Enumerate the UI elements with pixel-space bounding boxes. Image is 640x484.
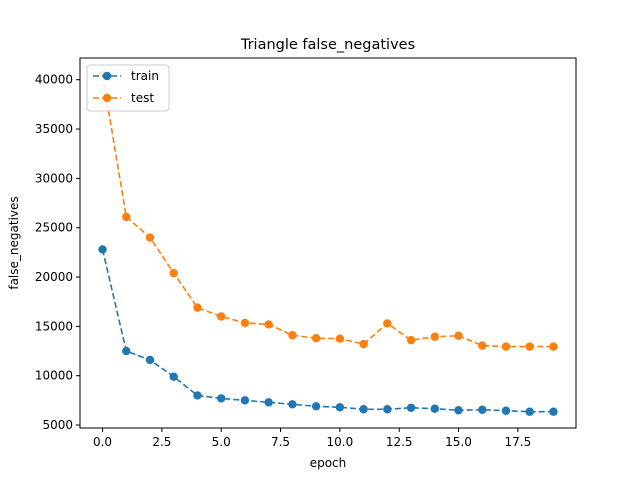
y-axis-label: false_negatives <box>7 196 21 289</box>
data-point-train <box>359 405 368 414</box>
legend-marker-train <box>102 71 112 81</box>
data-point-test <box>549 342 558 351</box>
x-tick-label: 12.5 <box>386 435 413 449</box>
x-tick-label: 2.5 <box>152 435 171 449</box>
y-tick-label: 15000 <box>35 319 73 333</box>
y-tick-label: 5000 <box>42 418 73 432</box>
plot-frame <box>79 57 577 429</box>
data-point-test <box>478 341 487 350</box>
data-point-train <box>264 398 273 407</box>
chart-title: Triangle false_negatives <box>240 37 415 53</box>
plot-area <box>79 57 577 429</box>
y-tick-label: 30000 <box>35 171 73 185</box>
data-point-train <box>406 403 416 412</box>
data-point-test <box>145 233 155 242</box>
data-point-test <box>288 331 297 340</box>
data-point-train <box>430 404 439 413</box>
data-point-train <box>383 405 392 414</box>
data-point-train <box>454 406 463 415</box>
data-point-train <box>478 405 487 414</box>
data-point-test <box>406 335 416 345</box>
data-point-test <box>122 212 131 222</box>
data-point-test <box>335 334 345 343</box>
legend: train test <box>86 64 170 112</box>
x-tick-label: 17.5 <box>504 435 531 449</box>
data-point-test <box>264 320 273 329</box>
data-point-test <box>240 318 250 328</box>
data-point-train <box>98 245 107 254</box>
data-point-train <box>240 396 250 405</box>
y-tick-label: 40000 <box>35 73 73 87</box>
data-point-train <box>288 400 297 409</box>
data-point-test <box>525 342 534 351</box>
data-point-test <box>169 268 178 278</box>
legend-label-test: test <box>131 91 154 105</box>
data-point-test <box>217 312 226 321</box>
y-tick-label: 20000 <box>35 270 73 284</box>
data-point-test <box>430 332 439 341</box>
x-tick-label: 0.0 <box>93 435 112 449</box>
data-point-train <box>525 407 534 416</box>
x-tick-label: 5.0 <box>212 435 231 449</box>
data-point-test <box>193 303 202 312</box>
series-line-test <box>101 74 554 348</box>
data-point-train <box>311 402 321 411</box>
data-point-test <box>359 339 368 349</box>
data-point-test <box>501 342 511 351</box>
data-point-test <box>383 319 392 328</box>
x-tick-label: 7.5 <box>271 435 290 449</box>
data-point-train <box>193 391 202 400</box>
data-point-test <box>454 331 463 340</box>
y-tick-label: 35000 <box>35 122 73 136</box>
data-point-train <box>145 355 155 365</box>
x-tick-label: 15.0 <box>445 435 472 449</box>
data-point-train <box>501 406 511 415</box>
y-axis-ticks: 5000 10000 15000 20000 25000 30000 35000 40000 <box>35 73 80 432</box>
data-point-train <box>335 403 345 412</box>
data-point-train <box>549 407 558 416</box>
legend-label-train: train <box>131 69 159 83</box>
x-axis-ticks: 0.0 2.5 5.0 7.5 10.0 12.5 15.0 17.5 <box>93 428 531 449</box>
y-tick-label: 10000 <box>35 369 73 383</box>
y-tick-label: 25000 <box>35 221 73 235</box>
legend-marker-test <box>102 93 112 103</box>
data-point-test <box>311 334 321 343</box>
data-point-train <box>122 346 131 356</box>
x-tick-label: 10.0 <box>327 435 354 449</box>
data-point-train <box>169 372 178 381</box>
x-axis-label: epoch <box>310 456 347 470</box>
data-point-train <box>217 394 226 403</box>
